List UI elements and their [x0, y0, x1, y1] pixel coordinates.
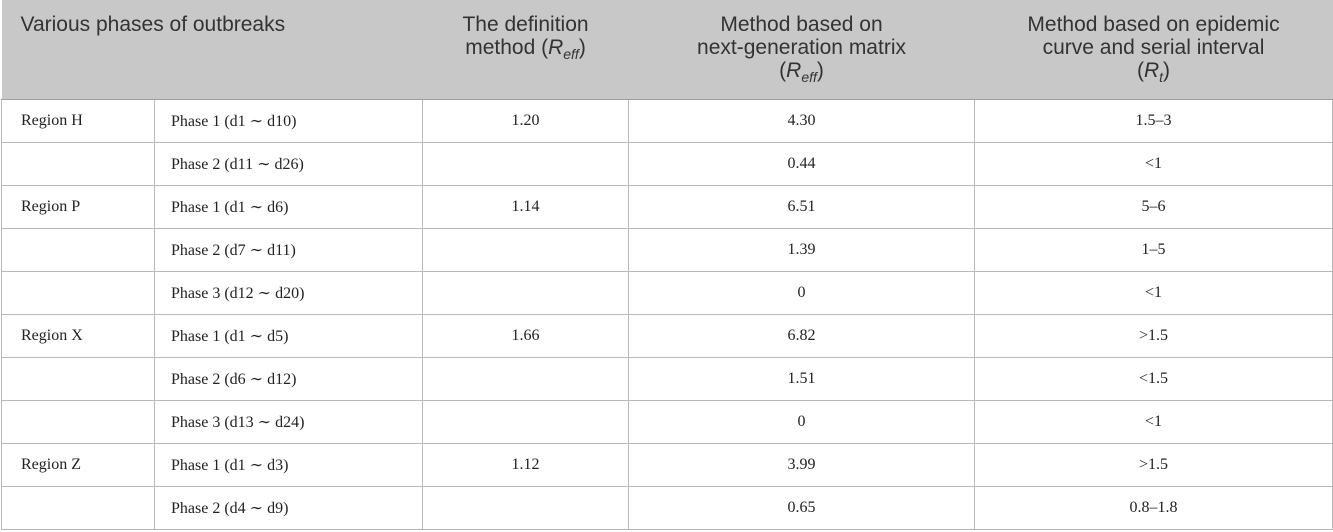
region-cell: Region Z: [1, 442, 155, 487]
table-row: Phase 2 (d7 ∼ d11) 1.39 1–5: [1, 227, 1333, 272]
phase-cell: Phase 2 (d7 ∼ d11): [153, 227, 424, 272]
phase-cell: Phase 3 (d13 ∼ d24): [153, 399, 424, 444]
header-row: Various phases of outbreaks The definiti…: [1, 0, 1333, 100]
epidemic-value-cell: <1: [974, 399, 1333, 444]
table-row: Region H Phase 1 (d1 ∼ d10) 1.20 4.30 1.…: [1, 98, 1333, 143]
region-cell: [1, 141, 155, 186]
header-epidemic-line1: Method based on epidemic: [1027, 13, 1280, 36]
header-epidemic-symbol: Rt: [1143, 59, 1164, 85]
definition-value-cell: 1.14: [422, 184, 630, 229]
epidemic-value-cell: <1: [974, 270, 1333, 315]
region-cell: [1, 485, 155, 530]
phase-cell: Phase 1 (d1 ∼ d5): [153, 313, 424, 358]
header-phases-label: Various phases of outbreaks: [20, 13, 286, 36]
ngm-value-cell: 0.44: [628, 141, 976, 186]
region-cell: [1, 356, 155, 401]
header-epidemic-close: ): [1163, 59, 1171, 82]
table-row: Phase 2 (d6 ∼ d12) 1.51 <1.5: [1, 356, 1333, 401]
definition-value-cell: 1.12: [422, 442, 630, 487]
region-cell: Region H: [1, 98, 155, 143]
definition-value-cell: [422, 399, 630, 444]
phase-cell: Phase 2 (d6 ∼ d12): [153, 356, 424, 401]
header-epidemic-open: (: [1136, 59, 1144, 82]
region-cell: Region X: [1, 313, 155, 358]
epidemic-value-cell: <1.5: [974, 356, 1333, 401]
ngm-value-cell: 1.51: [628, 356, 976, 401]
table-row: Region X Phase 1 (d1 ∼ d5) 1.66 6.82 >1.…: [1, 313, 1333, 358]
header-epidemic-method: Method based on epidemic curve and serial…: [974, 0, 1333, 100]
phase-cell: Phase 1 (d1 ∼ d3): [153, 442, 424, 487]
ngm-value-cell: 6.51: [628, 184, 976, 229]
table-row: Phase 2 (d11 ∼ d26) 0.44 <1: [1, 141, 1333, 186]
definition-value-cell: 1.66: [422, 313, 630, 358]
region-cell: [1, 227, 155, 272]
header-ngm-line1: Method based on: [720, 13, 883, 36]
epidemic-value-cell: >1.5: [974, 313, 1333, 358]
ngm-value-cell: 6.82: [628, 313, 976, 358]
epidemic-value-cell: 1.5–3: [974, 98, 1333, 143]
header-ngm-method: Method based on next-generation matrix (Re…: [628, 0, 975, 100]
ngm-value-cell: 0: [628, 399, 976, 444]
epidemic-value-cell: >1.5: [974, 442, 1333, 487]
table-row: Region P Phase 1 (d1 ∼ d6) 1.14 6.51 5–6: [1, 184, 1333, 229]
header-epidemic-var: R: [1143, 59, 1160, 82]
phase-cell: Phase 3 (d12 ∼ d20): [153, 270, 424, 315]
header-phases: Various phases of outbreaks: [1, 0, 423, 100]
region-cell: Region P: [1, 184, 155, 229]
epidemic-value-cell: 5–6: [974, 184, 1333, 229]
ngm-value-cell: 1.39: [628, 227, 976, 272]
header-definition-close: ): [578, 36, 586, 59]
table-row: Phase 3 (d12 ∼ d20) 0 <1: [1, 270, 1333, 315]
definition-value-cell: 1.20: [422, 98, 630, 143]
header-definition-line1: The definition: [462, 13, 589, 36]
phase-cell: Phase 1 (d1 ∼ d10): [153, 98, 424, 143]
ngm-value-cell: 0: [628, 270, 976, 315]
ngm-value-cell: 0.65: [628, 485, 976, 530]
table-row: Phase 2 (d4 ∼ d9) 0.65 0.8–1.8: [1, 485, 1333, 530]
header-ngm-subscript: eff: [801, 69, 817, 85]
header-ngm-line2: next-generation matrix: [697, 36, 906, 59]
region-cell: [1, 399, 155, 444]
definition-value-cell: [422, 227, 630, 272]
header-definition-method: The definition method (Reff): [422, 0, 629, 100]
definition-value-cell: [422, 356, 630, 401]
ngm-value-cell: 3.99: [628, 442, 976, 487]
table-row: Region Z Phase 1 (d1 ∼ d3) 1.12 3.99 >1.…: [1, 442, 1333, 487]
table-body: Region H Phase 1 (d1 ∼ d10) 1.20 4.30 1.…: [1, 98, 1333, 530]
table-row: Phase 3 (d13 ∼ d24) 0 <1: [1, 399, 1333, 444]
epidemic-value-cell: <1: [974, 141, 1333, 186]
phase-cell: Phase 2 (d4 ∼ d9): [153, 485, 424, 530]
header-ngm-close: ): [816, 59, 824, 82]
epidemic-value-cell: 0.8–1.8: [974, 485, 1333, 530]
header-definition-var: R: [548, 36, 564, 59]
ngm-value-cell: 4.30: [628, 98, 976, 143]
definition-value-cell: [422, 270, 630, 315]
definition-value-cell: [422, 141, 630, 186]
region-cell: [1, 270, 155, 315]
header-ngm-open: (: [779, 59, 787, 82]
header-definition-subscript: eff: [563, 46, 579, 62]
header-definition-line2: method (: [465, 36, 549, 59]
header-ngm-symbol: Reff: [786, 59, 817, 85]
phase-cell: Phase 2 (d11 ∼ d26): [153, 141, 424, 186]
epidemic-value-cell: 1–5: [974, 227, 1333, 272]
definition-value-cell: [422, 485, 630, 530]
header-epidemic-subscript: t: [1159, 69, 1164, 85]
header-definition-symbol: Reff: [548, 36, 579, 62]
table-header: Various phases of outbreaks The definiti…: [1, 0, 1333, 100]
phase-cell: Phase 1 (d1 ∼ d6): [153, 184, 424, 229]
header-epidemic-line2: curve and serial interval: [1042, 36, 1265, 59]
header-ngm-var: R: [786, 59, 802, 82]
